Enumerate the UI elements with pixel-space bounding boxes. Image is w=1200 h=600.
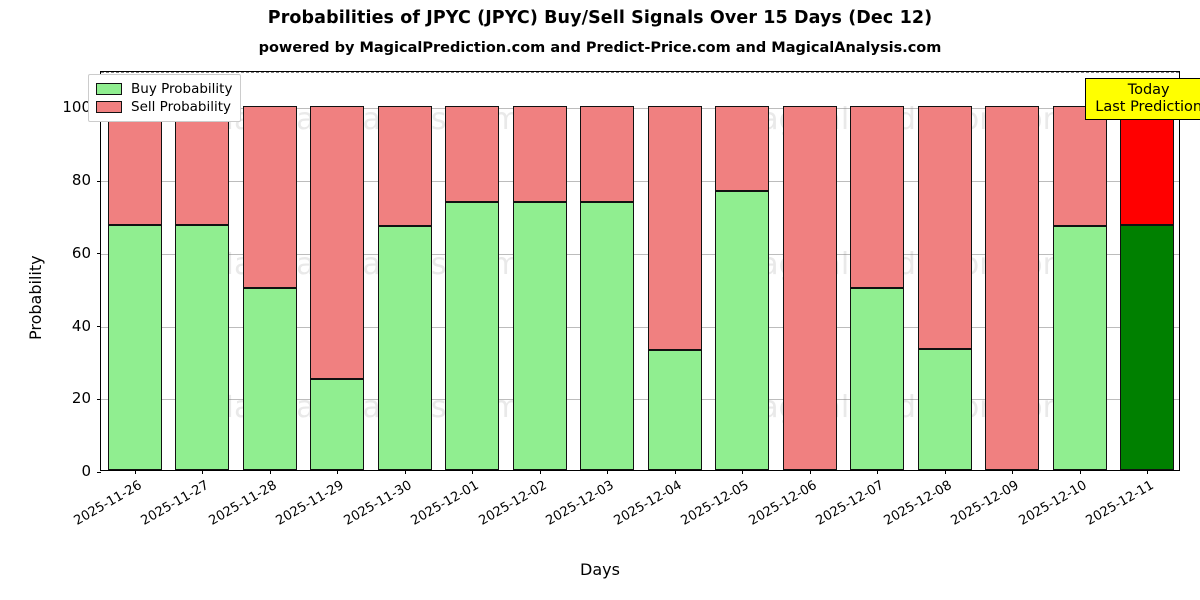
x-tick-mark bbox=[1012, 470, 1014, 474]
chart-legend: Buy Probability Sell Probability bbox=[88, 74, 242, 122]
today-annotation-line1: Today bbox=[1127, 82, 1170, 98]
bar-group[interactable] bbox=[175, 70, 230, 470]
bar-group[interactable] bbox=[377, 70, 432, 470]
bar-segment-sell[interactable] bbox=[647, 106, 702, 350]
legend-swatch-sell bbox=[96, 101, 122, 113]
bar-group[interactable] bbox=[310, 70, 365, 470]
bar-segment-buy[interactable] bbox=[1120, 224, 1175, 470]
y-tick-label: 40 bbox=[71, 316, 91, 335]
gridline bbox=[101, 326, 1179, 328]
bar-segment-sell[interactable] bbox=[377, 106, 432, 227]
bar-segment-buy[interactable] bbox=[1052, 226, 1107, 470]
today-annotation-line2: Last Prediction bbox=[1095, 98, 1200, 115]
y-tick-label: 20 bbox=[71, 389, 91, 408]
x-tick-mark bbox=[539, 470, 541, 474]
bar-segment-buy[interactable] bbox=[175, 224, 230, 470]
x-tick-mark bbox=[472, 470, 474, 474]
x-tick-mark bbox=[674, 470, 676, 474]
bar-segment-sell[interactable] bbox=[175, 106, 230, 225]
today-annotation: Today Last Prediction bbox=[1085, 78, 1200, 121]
bar-segment-sell[interactable] bbox=[310, 106, 365, 380]
bar-segment-sell[interactable] bbox=[715, 106, 770, 192]
x-tick-mark bbox=[877, 470, 879, 474]
x-tick-mark bbox=[1079, 470, 1081, 474]
gridline bbox=[101, 399, 1179, 401]
y-tick-mark bbox=[97, 398, 101, 400]
legend-label-buy: Buy Probability bbox=[131, 81, 233, 97]
bar-group[interactable] bbox=[1120, 70, 1175, 470]
gridline bbox=[101, 253, 1179, 255]
bar-segment-sell[interactable] bbox=[580, 106, 635, 202]
bar-segment-buy[interactable] bbox=[850, 288, 905, 470]
bar-segment-buy[interactable] bbox=[107, 224, 162, 470]
y-tick-label: 0 bbox=[81, 462, 91, 480]
x-tick-mark bbox=[269, 470, 271, 474]
x-tick-mark bbox=[337, 470, 339, 474]
y-axis-label: Probability bbox=[26, 255, 45, 340]
bar-segment-buy[interactable] bbox=[377, 226, 432, 470]
bar-segment-sell[interactable] bbox=[445, 106, 500, 202]
chart-title: Probabilities of JPYC (JPYC) Buy/Sell Si… bbox=[267, 8, 933, 28]
y-tick-label: 80 bbox=[71, 171, 91, 190]
bar-segment-sell[interactable] bbox=[107, 106, 162, 225]
bar-segment-buy[interactable] bbox=[917, 348, 972, 470]
y-tick-mark bbox=[97, 471, 101, 473]
gridline bbox=[101, 181, 1179, 183]
x-tick-mark bbox=[202, 470, 204, 474]
bar-segment-sell[interactable] bbox=[1052, 106, 1107, 227]
bar-group[interactable] bbox=[512, 70, 567, 470]
bar-segment-buy[interactable] bbox=[715, 191, 770, 470]
bar-segment-buy[interactable] bbox=[445, 202, 500, 470]
bar-segment-sell[interactable] bbox=[782, 106, 837, 470]
bar-group[interactable] bbox=[1052, 70, 1107, 470]
bar-group[interactable] bbox=[917, 70, 972, 470]
x-tick-mark bbox=[404, 470, 406, 474]
reference-dashed-line bbox=[101, 72, 1179, 73]
bar-segment-sell[interactable] bbox=[242, 106, 297, 289]
x-tick-mark bbox=[1147, 470, 1149, 474]
y-tick-label: 60 bbox=[71, 243, 91, 262]
bars-layer bbox=[101, 72, 1179, 470]
bar-group[interactable] bbox=[782, 70, 837, 470]
legend-item-buy: Buy Probability bbox=[96, 80, 232, 98]
bar-segment-buy[interactable] bbox=[310, 379, 365, 470]
chart-subtitle: powered by MagicalPrediction.com and Pre… bbox=[258, 40, 942, 56]
x-tick-mark bbox=[742, 470, 744, 474]
bar-group[interactable] bbox=[985, 70, 1040, 470]
y-tick-mark bbox=[97, 180, 101, 182]
bar-segment-sell[interactable] bbox=[917, 106, 972, 349]
bar-segment-buy[interactable] bbox=[242, 288, 297, 470]
plot-area: MagicalAnalysis.comMagicalPrediction.com… bbox=[62, 71, 1180, 529]
bar-group[interactable] bbox=[850, 70, 905, 470]
legend-item-sell: Sell Probability bbox=[96, 98, 232, 116]
x-tick-mark bbox=[134, 470, 136, 474]
x-axis-label: Days bbox=[580, 560, 620, 579]
bar-segment-sell[interactable] bbox=[850, 106, 905, 289]
x-tick-mark bbox=[809, 470, 811, 474]
bar-group[interactable] bbox=[242, 70, 297, 470]
legend-label-sell: Sell Probability bbox=[131, 99, 232, 115]
bar-group[interactable] bbox=[445, 70, 500, 470]
bar-segment-buy[interactable] bbox=[580, 202, 635, 470]
gridline bbox=[101, 108, 1179, 110]
bar-group[interactable] bbox=[715, 70, 770, 470]
bar-segment-buy[interactable] bbox=[647, 350, 702, 470]
bar-segment-sell[interactable] bbox=[512, 106, 567, 202]
y-tick-label: 100 bbox=[62, 98, 91, 117]
legend-swatch-buy bbox=[96, 83, 122, 95]
x-tick-mark bbox=[607, 470, 609, 474]
bar-segment-buy[interactable] bbox=[512, 202, 567, 470]
bar-group[interactable] bbox=[107, 70, 162, 470]
bar-segment-sell[interactable] bbox=[1120, 106, 1175, 225]
y-tick-mark bbox=[97, 253, 101, 255]
y-tick-mark bbox=[97, 326, 101, 328]
bar-group[interactable] bbox=[580, 70, 635, 470]
bar-group[interactable] bbox=[647, 70, 702, 470]
bar-segment-sell[interactable] bbox=[985, 106, 1040, 470]
x-tick-mark bbox=[944, 470, 946, 474]
